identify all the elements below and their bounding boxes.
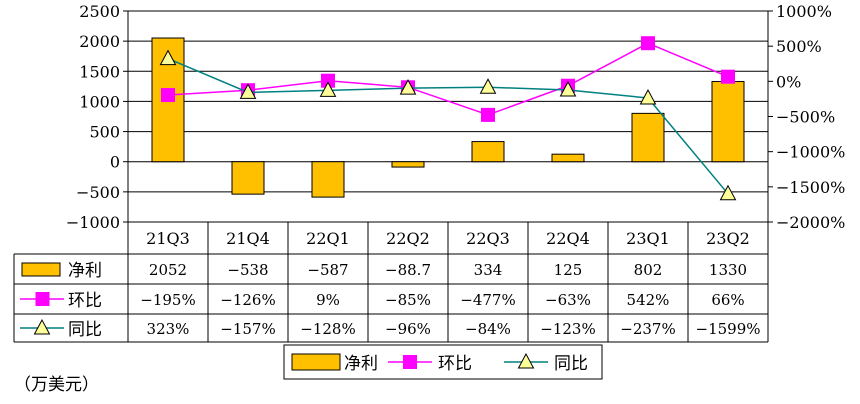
table-key-marker [33, 318, 51, 335]
left-axis-tick-label: −1000 [66, 213, 120, 232]
series-line [167, 42, 729, 116]
data-label: −477% [460, 291, 515, 309]
plot-area [128, 11, 768, 222]
unit-note: （万美元） [14, 375, 99, 395]
bar [311, 161, 345, 198]
line-point [719, 184, 737, 201]
data-label: 2052 [149, 261, 187, 279]
line-point [641, 36, 655, 51]
left-axis-tick-label: 500 [89, 123, 120, 142]
left-axis-tick-label: −500 [76, 183, 120, 202]
bar [391, 161, 425, 168]
right-axis-tick-label: −1000% [776, 143, 845, 162]
series-line [167, 57, 729, 195]
legend-key-bar [291, 353, 341, 371]
right-axis-tick-label: 1000% [776, 2, 832, 21]
line-point [479, 78, 497, 94]
bar [471, 141, 505, 163]
table-series-name: 同比 [68, 320, 102, 340]
table-series-name: 环比 [68, 291, 102, 311]
data-label: 334 [474, 261, 503, 279]
data-label: −63% [545, 291, 591, 309]
data-label: −88.7 [385, 261, 431, 279]
left-axis-tick-label: 2500 [79, 2, 120, 21]
line-point [481, 107, 495, 122]
category-label: 22Q4 [546, 229, 590, 248]
right-axis-tick-label: −2000% [776, 213, 845, 232]
line-point [159, 49, 177, 66]
right-axis-tick-label: −500% [776, 108, 835, 127]
legend-label: 环比 [438, 354, 472, 374]
category-label: 23Q2 [706, 229, 750, 248]
data-label: −123% [540, 320, 595, 338]
line-point [399, 79, 417, 95]
line-point [721, 69, 735, 84]
category-label: 21Q3 [146, 229, 190, 248]
data-label: −157% [220, 320, 275, 338]
data-label: −84% [465, 320, 511, 338]
line-point [559, 80, 577, 97]
legend-label: 同比 [554, 354, 588, 374]
data-label: 323% [147, 320, 190, 338]
data-label: −195% [140, 291, 195, 309]
bar [551, 153, 585, 163]
table-series-name: 净利 [68, 261, 102, 281]
line-point [639, 88, 657, 105]
bar [231, 161, 265, 195]
category-label: 21Q4 [226, 229, 270, 248]
data-label: 9% [316, 291, 340, 309]
line-point [319, 81, 337, 97]
data-label: 66% [711, 291, 744, 309]
data-label: −587 [307, 261, 348, 279]
data-label: −85% [385, 291, 431, 309]
legend-label: 净利 [344, 354, 378, 374]
right-axis-tick-label: −1500% [776, 178, 845, 197]
data-label: −126% [220, 291, 275, 309]
bar [631, 112, 665, 163]
data-label: 125 [554, 261, 583, 279]
left-axis-tick-label: 2000 [79, 32, 120, 51]
category-label: 23Q1 [626, 229, 670, 248]
right-axis-tick-label: 500% [776, 37, 822, 56]
line-point [239, 83, 257, 99]
table-key-marker [35, 292, 50, 306]
bar [711, 81, 745, 163]
left-axis-tick-label: 1500 [79, 62, 120, 81]
data-label: −96% [385, 320, 431, 338]
legend-key-marker [517, 352, 535, 369]
left-axis-tick-label: 1000 [79, 92, 120, 111]
line-point [161, 88, 175, 103]
data-label: −128% [300, 320, 355, 338]
data-label: −1599% [696, 320, 761, 338]
data-label: 802 [634, 261, 663, 279]
data-label: 542% [627, 291, 670, 309]
table-key-bar [21, 262, 61, 277]
category-label: 22Q3 [466, 229, 510, 248]
legend-key-marker [403, 355, 417, 369]
data-label: −237% [620, 320, 675, 338]
category-label: 22Q1 [306, 229, 350, 248]
category-label: 22Q2 [386, 229, 430, 248]
data-label: −538 [227, 261, 268, 279]
data-label: 1330 [709, 261, 747, 279]
left-axis-tick-label: 0 [110, 153, 120, 172]
right-axis-tick-label: 0% [776, 72, 801, 91]
